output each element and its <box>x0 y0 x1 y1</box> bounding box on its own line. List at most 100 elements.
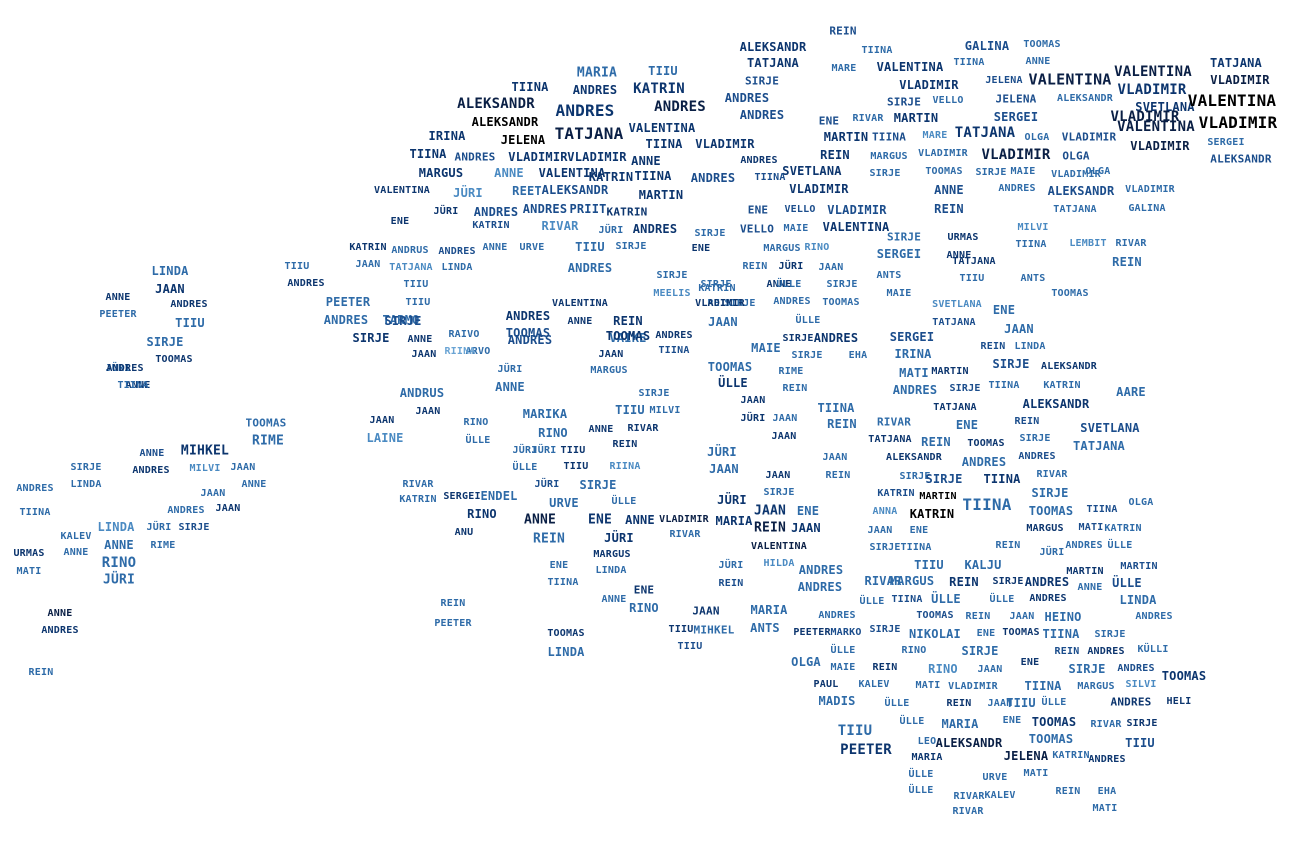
name-label: LEO <box>917 736 937 747</box>
name-label: TIINA <box>988 380 1020 391</box>
name-label: NIKOLAI <box>909 627 961 641</box>
name-label: JÜRI <box>707 445 737 459</box>
name-label: JÜRI <box>598 225 624 236</box>
name-label: MARTIN <box>919 491 957 502</box>
name-label: OLGA <box>1062 149 1090 163</box>
name-label: MAIE <box>830 662 856 673</box>
name-label: JAAN <box>1004 322 1034 336</box>
name-label: MATI <box>915 680 941 691</box>
name-label: ANNE <box>625 513 655 527</box>
name-label: TOOMAS <box>155 354 193 365</box>
name-label: KATRIN <box>399 494 437 505</box>
name-label: SIRJE <box>826 279 858 290</box>
name-label: HEINO <box>1044 610 1082 624</box>
name-label: TIINA <box>645 137 683 151</box>
name-label: VALENTINA <box>1187 91 1277 110</box>
name-label: ANDRES <box>438 246 476 257</box>
name-label: TIIU <box>575 240 605 254</box>
name-label: MAIE <box>783 223 809 234</box>
name-label: MARIA <box>715 514 753 528</box>
name-label: TATJANA <box>868 434 912 445</box>
name-label: TIIU <box>560 445 586 456</box>
name-label: SIRJE <box>615 241 647 252</box>
name-label: TOOMAS <box>605 329 651 343</box>
name-label: TIINA <box>754 172 786 183</box>
name-label: TIINA <box>1042 627 1080 641</box>
name-label: IRINA <box>894 347 932 361</box>
name-label: TATJANA <box>933 402 977 413</box>
name-label: REIN <box>1055 786 1081 797</box>
name-label: SIRJE <box>869 168 901 179</box>
name-label: ANDRES <box>773 296 811 307</box>
name-label: PEETER <box>434 618 472 629</box>
name-label: REIN <box>718 578 744 589</box>
name-label: TIIU <box>668 624 694 635</box>
name-label: ANDRES <box>132 465 170 476</box>
name-label: VLADIMIR <box>1130 139 1190 153</box>
name-label: TIINA <box>117 380 149 391</box>
name-label: SIRJE <box>782 333 814 344</box>
name-label: ÜLLE <box>1107 540 1133 551</box>
name-label: ANNE <box>766 279 792 290</box>
name-label: ANDRES <box>798 563 844 577</box>
name-label: JÜRI <box>1039 547 1065 558</box>
name-label: VLADIMIR <box>695 137 755 151</box>
name-label: VLADIMIR <box>1051 169 1101 180</box>
name-label: TIINA <box>962 495 1012 514</box>
name-label: MARIA <box>576 65 618 81</box>
name-label: LINDA <box>97 520 135 534</box>
name-label: REIN <box>1112 255 1142 269</box>
name-label: ANTS <box>876 270 902 281</box>
name-label: HELI <box>1166 696 1192 707</box>
name-label: SIRJE <box>886 95 922 109</box>
name-label: SIRJE <box>992 357 1030 371</box>
name-label: JÜRI <box>102 572 136 588</box>
name-label: VLADIMIR <box>1061 130 1117 144</box>
name-label: ANNE <box>588 424 614 435</box>
name-label: VLADIMIR <box>1210 73 1270 87</box>
name-label: SIRJE <box>694 228 726 239</box>
name-label: RINO <box>101 555 137 571</box>
name-label: ANDRUS <box>399 386 445 400</box>
name-label: MARTIN <box>1120 561 1158 572</box>
name-label: JAAN <box>215 503 241 514</box>
name-label: ANDRES <box>1024 575 1070 589</box>
name-label: MADIS <box>818 694 856 708</box>
name-label: TIINA <box>817 401 855 415</box>
name-label: ALEKSANDR <box>1041 361 1097 372</box>
name-label: ÜLLE <box>908 785 934 796</box>
name-label: ANDRES <box>41 625 79 636</box>
name-label: TIIU <box>1006 696 1036 710</box>
name-label: KATRIN <box>606 205 648 219</box>
name-label: URMAS <box>13 548 45 559</box>
name-label: TOOMAS <box>822 297 860 308</box>
name-label: TIINA <box>511 80 549 94</box>
name-label: MAIE <box>751 341 781 355</box>
name-label: JAAN <box>411 349 437 360</box>
name-label: ANDRES <box>567 261 613 275</box>
name-label: TIIU <box>1125 736 1155 750</box>
name-label: ANNE <box>104 538 134 552</box>
name-label: ANDRES <box>1087 646 1125 657</box>
name-label: ANDRES <box>323 313 369 327</box>
name-label: ENE <box>1002 715 1022 726</box>
name-label: SERGEI <box>889 330 935 344</box>
name-label: VELLO <box>739 222 775 236</box>
name-label: LINDA <box>595 565 627 576</box>
name-label: MARGUS <box>1077 681 1115 692</box>
name-label: MARTIN <box>931 366 969 377</box>
name-label: TOOMAS <box>1023 39 1061 50</box>
name-label: REIN <box>949 575 979 589</box>
name-label: MIHKEL <box>180 443 230 459</box>
name-label: MATI <box>1092 803 1118 814</box>
name-label: VAIKE <box>609 331 647 345</box>
name-label: JAAN <box>822 452 848 463</box>
name-label: RIVAR <box>1090 719 1122 730</box>
name-label: SVETLANA <box>1135 100 1195 114</box>
name-label: REIN <box>707 298 733 309</box>
name-label: TOOMAS <box>245 416 287 430</box>
name-label: TOOMAS <box>707 360 753 374</box>
name-label: TOOMAS <box>916 610 954 621</box>
name-label: ANU <box>454 527 474 538</box>
name-label: VLADIMIR <box>918 148 968 159</box>
